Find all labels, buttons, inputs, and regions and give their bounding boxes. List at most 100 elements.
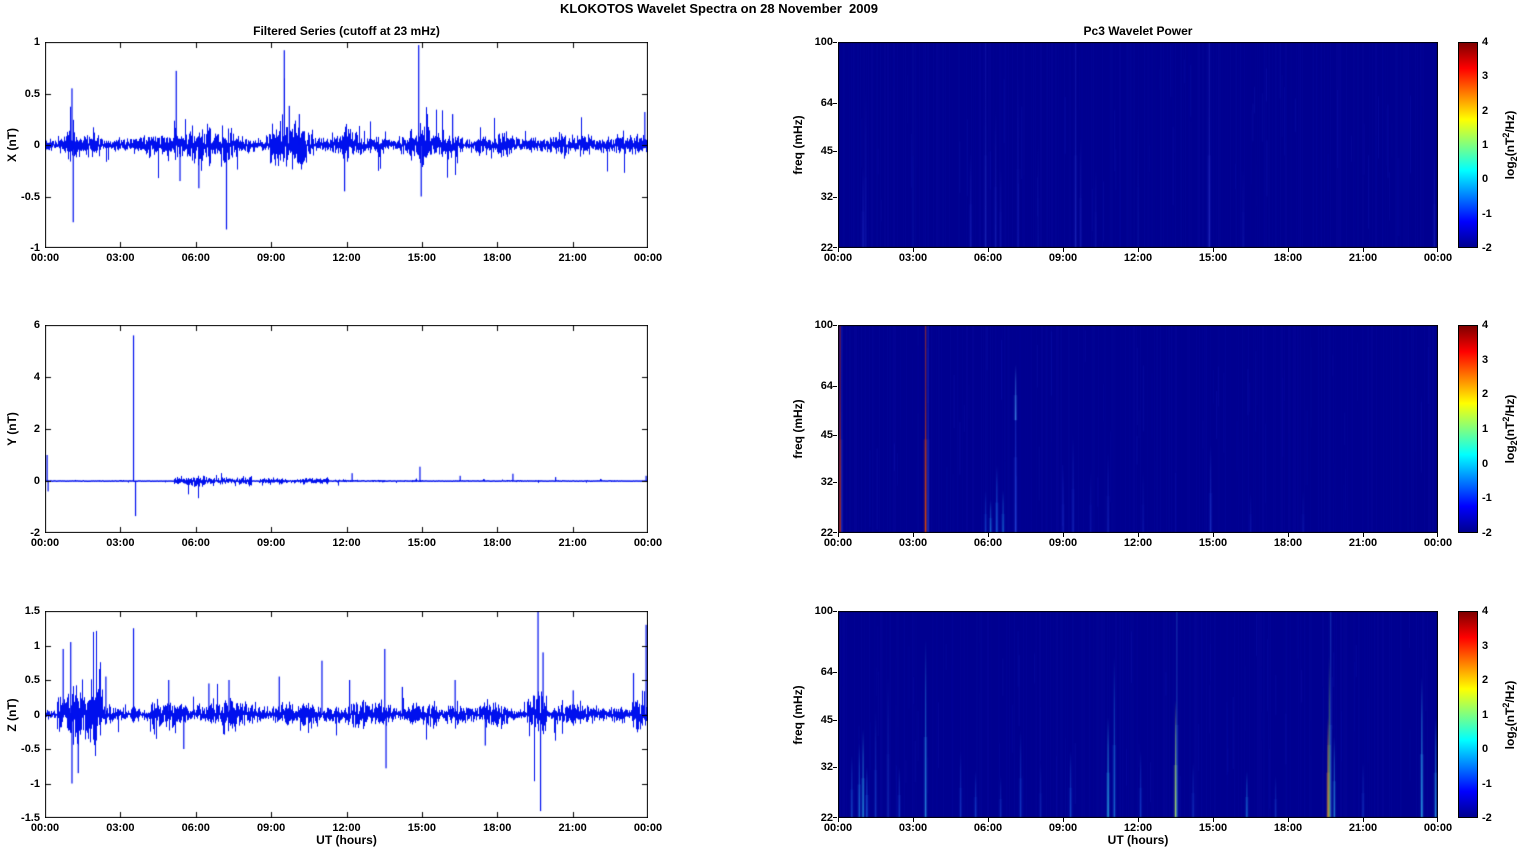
colorbar-label-sub: 2 [1509, 725, 1520, 731]
y-tick-label: 64 [820, 666, 833, 678]
x-tick-label: 00:00 [30, 822, 60, 834]
colorbar-tick-label: 3 [1482, 70, 1489, 83]
x-tick-label: 03:00 [898, 822, 928, 834]
colorbar-tick-label: 1 [1482, 139, 1489, 151]
x-tick-label: 00:00 [30, 537, 60, 549]
x-tick-label: 06:00 [181, 822, 210, 834]
x-tick-label: 03:00 [898, 252, 928, 264]
y-tick-label: 2 [33, 423, 40, 435]
right-column-title: Pc3 Wavelet Power [1083, 24, 1193, 38]
y-tick-label: 22 [820, 812, 833, 824]
freq-axis-label: freq (mHz) [791, 115, 805, 175]
y-axis-label: Z (nT) [5, 697, 19, 732]
x-tick-label: 21:00 [1348, 252, 1378, 264]
tick-mark [988, 248, 989, 252]
y-tick-label: -0.5 [21, 190, 40, 203]
tick-mark [1363, 533, 1364, 537]
x-tick-label: 18:00 [1273, 537, 1303, 549]
x-tick-label: 03:00 [106, 822, 135, 834]
colorbar-tick-label: 2 [1482, 388, 1489, 401]
colorbar-label: log2(nT2/Hz) [1501, 395, 1519, 464]
tick-mark [1213, 818, 1214, 822]
panel-x-filtered-series: 00:00 03:00 06:00 09:00 12:00 15:00 18:00 21:00… [5, 36, 662, 264]
colorbar-label-text: log [1502, 445, 1517, 464]
colorbar-label-sub: 2 [1509, 156, 1520, 162]
x-tick-label: 00:00 [633, 537, 663, 549]
tick-mark [833, 817, 837, 818]
colorbar-x-panel: log2(nT2/Hz) 4 3 2 1 0 -1 -2 [1458, 36, 1519, 254]
freq-axis-label: freq (mHz) [791, 684, 805, 745]
colorbar-gradient [1458, 42, 1478, 248]
x-tick-label: 12:00 [332, 822, 361, 834]
colorbar-tick-label: 4 [1482, 36, 1489, 48]
y-tick-label: 0.5 [24, 87, 40, 100]
colorbar-label-sup: 2 [1500, 702, 1511, 708]
colorbar-tick-label: 1 [1482, 423, 1489, 435]
tick-mark [833, 197, 837, 198]
colorbar-label-text: log [1502, 730, 1517, 749]
tick-mark [833, 532, 837, 533]
spectrogram-canvas [838, 42, 1438, 248]
tick-mark [833, 611, 837, 612]
freq-axis-label: freq (mHz) [791, 399, 805, 459]
tick-mark [833, 720, 837, 721]
y-tick-label: 0 [33, 475, 40, 487]
colorbar-y-panel: log2(nT2/Hz) 4 3 2 1 0 -1 -2 [1458, 319, 1519, 539]
x-tick-label: 12:00 [1123, 822, 1153, 834]
y-tick-label: -1 [30, 777, 40, 790]
colorbar-label-sup: 2 [1500, 132, 1511, 138]
x-tick-label: 00:00 [823, 822, 853, 834]
y-tick-label: 45 [820, 144, 833, 157]
tick-mark [1063, 533, 1064, 537]
x-tick-label: 09:00 [1048, 252, 1078, 264]
colorbar-tick-label: -2 [1482, 242, 1492, 254]
left-column-title: Filtered Series (cutoff at 23 mHz) [253, 24, 440, 38]
colorbar-tick-label: 0 [1482, 457, 1489, 470]
y-tick-label: 100 [814, 605, 833, 617]
colorbar-label-sup: 2 [1500, 416, 1511, 422]
colorbar-label-text: /Hz) [1502, 680, 1517, 703]
tick-mark [913, 248, 914, 252]
x-tick-label: 06:00 [181, 252, 210, 264]
colorbar-label: log2(nT2/Hz) [1501, 111, 1519, 180]
colorbar-label-text: (nT [1502, 137, 1517, 157]
y-tick-label: 1.5 [24, 605, 40, 617]
y-tick-label: 64 [820, 96, 833, 109]
colorbar-tick-label: -1 [1482, 492, 1492, 505]
x-tick-label: 00:00 [30, 252, 60, 264]
tick-mark [833, 151, 837, 152]
tick-mark [833, 42, 837, 43]
tick-mark [913, 818, 914, 822]
colorbar-label-text: (nT [1502, 421, 1517, 441]
tick-mark [1138, 533, 1139, 537]
y-tick-label: 6 [33, 319, 40, 331]
panel-y-filtered-series: 00:00 03:00 06:00 09:00 12:00 15:00 18:00 21:00… [5, 319, 662, 549]
tick-mark [1138, 248, 1139, 252]
x-tick-label: 21:00 [1348, 537, 1378, 549]
y-axis-label: Y (nT) [5, 412, 19, 446]
x-tick-label: 06:00 [973, 537, 1003, 549]
y-tick-label: 32 [820, 191, 833, 204]
x-tick-label: 03:00 [106, 252, 135, 264]
x-tick-label: 00:00 [633, 252, 663, 264]
tick-mark [1138, 818, 1139, 822]
plot-canvas [45, 42, 648, 248]
tick-mark [1437, 533, 1438, 537]
y-tick-label: -2 [30, 527, 40, 539]
x-tick-label: 15:00 [1198, 252, 1228, 264]
tick-mark [833, 672, 837, 673]
colorbar-tick-label: 3 [1482, 639, 1489, 652]
y-tick-label: 22 [820, 242, 833, 254]
colorbar-tick-label: -1 [1482, 777, 1492, 790]
x-tick-label: 00:00 [633, 822, 663, 834]
tick-mark [1288, 533, 1289, 537]
colorbar-tick-label: 2 [1482, 674, 1489, 686]
colorbar-tick-label: -2 [1482, 527, 1492, 539]
tick-mark [833, 482, 837, 483]
y-tick-label: 0.5 [24, 674, 40, 686]
tick-mark [833, 767, 837, 768]
colorbar-label: log2(nT2/Hz) [1501, 680, 1519, 749]
y-tick-label: 100 [814, 36, 833, 48]
x-tick-label: 21:00 [558, 822, 587, 834]
